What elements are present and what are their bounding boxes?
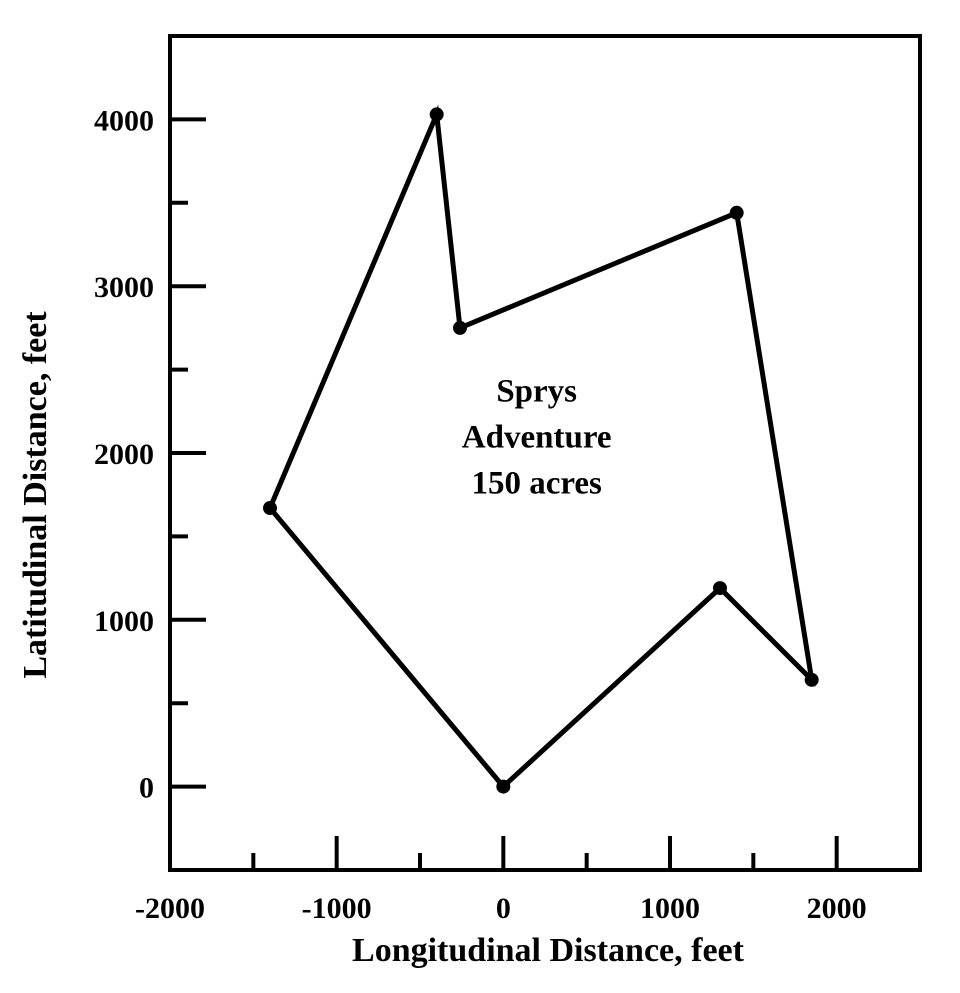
vertex-point [429, 107, 444, 122]
y-tick-label: 1000 [94, 605, 154, 638]
annotation-line: Adventure [462, 419, 612, 455]
boundary-vertices [263, 107, 819, 794]
x-tick-label: 1000 [640, 892, 700, 925]
y-axis-ticks: 0 1000 2000 3000 4000 [94, 104, 206, 805]
vertex-point [263, 501, 277, 516]
x-axis-ticks: -2000 -1000 0 1000 2000 [135, 836, 867, 925]
vertex-point [453, 320, 467, 335]
y-tick-label: 0 [139, 772, 154, 805]
vertex-point [729, 205, 744, 220]
y-tick-label: 2000 [94, 438, 154, 471]
vertex-point [496, 779, 511, 794]
vertex-point [713, 581, 727, 596]
x-axis-title: Longitudinal Distance, feet [352, 932, 745, 969]
x-tick-label: -2000 [135, 892, 205, 925]
x-tick-label: 0 [496, 892, 511, 925]
annotation-line: 150 acres [471, 465, 602, 501]
y-tick-label: 3000 [94, 271, 154, 304]
y-axis-title: Latitudinal Distance, feet [17, 311, 54, 679]
plot-annotation: Sprys Adventure 150 acres [462, 373, 612, 501]
y-tick-label: 4000 [94, 104, 154, 137]
vertex-point [804, 672, 819, 687]
x-tick-label: 2000 [807, 892, 867, 925]
annotation-line: Sprys [496, 373, 577, 409]
x-tick-label: -1000 [302, 892, 372, 925]
boundary-polygon [267, 104, 816, 791]
